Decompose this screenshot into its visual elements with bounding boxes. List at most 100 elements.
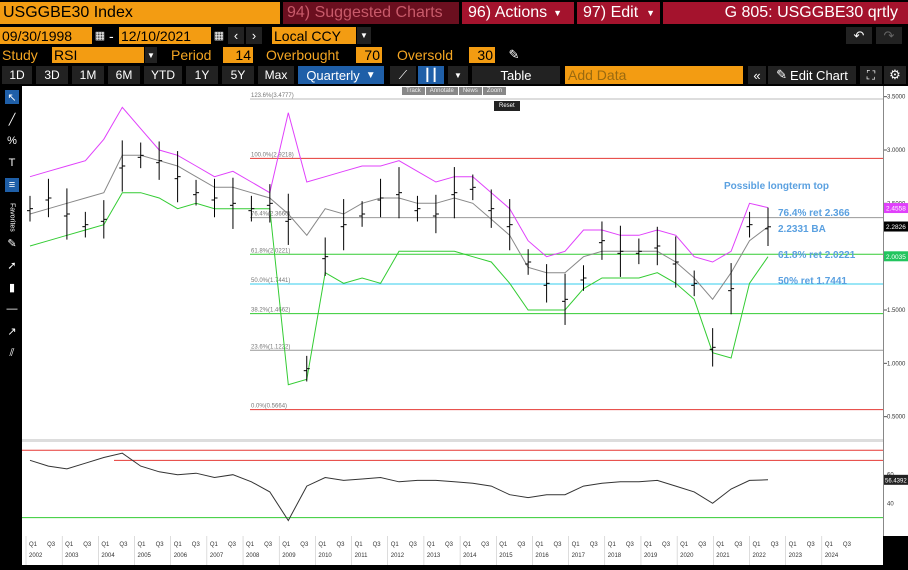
percent-line-icon[interactable]: % — [7, 135, 17, 147]
price-tag — [884, 221, 908, 232]
price-tag-label: 2.0035 — [886, 254, 906, 261]
calendar-icon[interactable]: ▦ — [213, 30, 225, 42]
oversold-input[interactable]: 30 — [469, 47, 495, 63]
table-button[interactable]: Table — [472, 66, 560, 84]
quarter-label: Q3 — [481, 542, 490, 548]
fibonacci-icon[interactable]: ≡ — [5, 178, 19, 192]
overbought-input[interactable]: 70 — [356, 47, 382, 63]
annotation-ba: 2.2331 BA — [778, 224, 826, 235]
bar-chart-icon[interactable]: ┃┃ — [418, 66, 444, 84]
study-dropdown-icon[interactable]: ▼ — [145, 47, 157, 63]
horizontal-line-icon[interactable]: — — [6, 303, 18, 315]
edit-label: 97) Edit — [583, 4, 639, 21]
pen-icon[interactable]: ✎ — [7, 237, 17, 250]
ticker-field[interactable]: USGGBE30 Index — [0, 2, 280, 24]
period-6m-button[interactable]: 6M — [108, 66, 140, 84]
price-axis-label: 1.0000 — [887, 361, 906, 367]
quarter-label: Q1 — [427, 542, 436, 548]
year-label: 2009 — [282, 553, 296, 559]
study-select[interactable]: RSI — [52, 47, 144, 63]
edit-menu[interactable]: 97) Edit ▼ — [577, 2, 660, 24]
chart-type-dropdown-icon[interactable]: ▼ — [448, 66, 468, 84]
study-bar: Study RSI ▼ Period 14 Overbought 70 Over… — [0, 45, 908, 65]
redo-icon[interactable]: ↷ — [876, 27, 902, 44]
period-6m-label: 6M — [115, 68, 133, 82]
frequency-select[interactable]: Quarterly ▼ — [298, 66, 384, 84]
pencil-icon[interactable]: ✎ — [508, 47, 520, 62]
panel-divider — [22, 439, 883, 442]
year-label: 2007 — [210, 553, 224, 559]
quarter-label: Q3 — [734, 542, 743, 548]
edit-chart-button[interactable]: ✎ Edit Chart — [768, 66, 856, 84]
track-button[interactable]: Track — [402, 87, 425, 95]
zoom-button[interactable]: Zoom — [482, 87, 507, 95]
period-input[interactable]: 14 — [223, 47, 253, 63]
reset-button[interactable]: Reset — [494, 101, 520, 111]
year-label: 2018 — [608, 553, 622, 559]
undo-icon[interactable]: ↶ — [846, 27, 872, 44]
date-bar: 09/30/1998 ▦ - 12/10/2021 ▦ ‹ › Local CC… — [0, 26, 908, 45]
time-axis: Q1 Q3 2002 Q1 Q3 2003 Q1 Q3 2004 Q1 Q3 2005 Q1 Q3 2006… — [22, 536, 883, 565]
price-axis-label: 0.5000 — [887, 415, 906, 421]
crop-icon[interactable]: ⛶ — [860, 66, 882, 84]
date-separator: - — [109, 27, 114, 44]
line-chart-icon[interactable]: ⟋ — [390, 66, 416, 84]
collapse-icon[interactable]: « — [748, 66, 766, 84]
quarter-label: Q3 — [119, 542, 128, 548]
rsi-axis-label: 40 — [887, 501, 894, 507]
time-axis-svg: Q1 Q3 2002 Q1 Q3 2003 Q1 Q3 2004 Q1 Q3 2005 Q1 Q3 2006… — [25, 536, 852, 565]
edit-dropdown-icon: ▼ — [646, 8, 656, 18]
rsi-tag — [884, 474, 908, 485]
quarter-label: Q3 — [228, 542, 237, 548]
calendar-icon[interactable]: ▦ — [94, 30, 106, 42]
period-5y-button[interactable]: 5Y — [222, 66, 254, 84]
currency-select[interactable]: Local CCY — [272, 27, 356, 44]
period-max-button[interactable]: Max — [258, 66, 294, 84]
favorites-tab[interactable]: Favorites — [8, 202, 16, 232]
period-ytd-button[interactable]: YTD — [144, 66, 182, 84]
quarter-label: Q3 — [156, 542, 165, 548]
prev-arrow-icon[interactable]: ‹ — [228, 27, 244, 44]
quarter-label: Q1 — [644, 542, 653, 548]
year-label: 2014 — [463, 553, 477, 559]
period-5y-label: 5Y — [230, 68, 246, 82]
channel-icon[interactable]: ⫽ — [9, 346, 15, 359]
marker-icon[interactable]: ▮ — [8, 281, 16, 294]
quarter-label: Q3 — [843, 542, 852, 548]
quarter-label: Q3 — [626, 542, 635, 548]
window-title: G 805: USGGBE30 qrtly — [663, 2, 908, 24]
end-date-input[interactable]: 12/10/2021 — [119, 27, 211, 44]
currency-dropdown-icon[interactable]: ▼ — [357, 27, 371, 44]
year-label: 2002 — [29, 553, 43, 559]
year-label: 2016 — [535, 553, 549, 559]
arrow-draw-icon[interactable]: ➚ — [7, 259, 17, 272]
quarter-label: Q1 — [174, 542, 183, 548]
quarter-label: Q1 — [825, 542, 834, 548]
chart-panel[interactable]: 123.6%(3.4777) 100.0%(2.9218) 76.4%(2.3660… — [22, 86, 883, 536]
chart-svg[interactable]: 123.6%(3.4777)100.0%(2.9218)76.4%(2.3660… — [22, 86, 883, 536]
news-button[interactable]: News — [458, 87, 482, 95]
quarter-label: Q3 — [771, 542, 780, 548]
actions-menu[interactable]: 96) Actions ▼ — [462, 2, 574, 24]
start-date-input[interactable]: 09/30/1998 — [0, 27, 92, 44]
ticker-text: USGGBE30 Index — [3, 4, 133, 21]
suggested-charts-button[interactable]: 94) Suggested Charts — [283, 2, 459, 24]
price-axis: 3.50003.00002.50002.00001.50001.00000.50… — [883, 86, 908, 536]
settings-gear-icon[interactable]: ⚙ — [884, 66, 906, 84]
price-tag — [884, 203, 908, 214]
annotate-button[interactable]: Annotate — [425, 87, 458, 95]
next-arrow-icon[interactable]: › — [246, 27, 262, 44]
period-3d-button[interactable]: 3D — [36, 66, 68, 84]
period-1d-button[interactable]: 1D — [2, 66, 32, 84]
period-max-label: Max — [264, 68, 288, 82]
period-1y-button[interactable]: 1Y — [186, 66, 218, 84]
trendline-icon[interactable]: ╱ — [8, 113, 16, 126]
add-data-input[interactable]: Add Data — [565, 66, 743, 84]
text-tool-icon[interactable]: T — [8, 157, 16, 169]
quarter-label: Q1 — [535, 542, 544, 548]
ray-icon[interactable]: ↗ — [7, 325, 17, 338]
period-1m-button[interactable]: 1M — [72, 66, 104, 84]
fib-label: 100.0%(2.9218) — [251, 152, 294, 158]
year-label: 2012 — [391, 553, 405, 559]
cursor-icon[interactable]: ↖ — [5, 90, 19, 104]
